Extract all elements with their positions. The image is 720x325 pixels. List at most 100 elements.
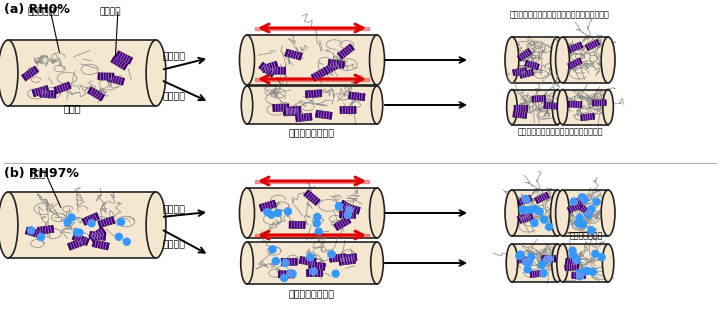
Polygon shape bbox=[273, 104, 289, 111]
Bar bbox=[562, 89, 608, 124]
Polygon shape bbox=[517, 49, 532, 61]
Bar bbox=[247, 86, 377, 124]
Text: タンパク質鎖が揃った領域（微小繊維）: タンパク質鎖が揃った領域（微小繊維） bbox=[517, 127, 603, 136]
Polygon shape bbox=[289, 221, 305, 228]
Polygon shape bbox=[261, 61, 279, 73]
Polygon shape bbox=[338, 256, 356, 265]
Polygon shape bbox=[89, 231, 106, 240]
Polygon shape bbox=[519, 69, 534, 78]
Ellipse shape bbox=[557, 244, 568, 282]
Circle shape bbox=[314, 214, 321, 220]
Polygon shape bbox=[517, 211, 532, 222]
Circle shape bbox=[528, 253, 535, 260]
Polygon shape bbox=[530, 270, 544, 278]
Polygon shape bbox=[564, 264, 579, 271]
Circle shape bbox=[346, 207, 353, 214]
Ellipse shape bbox=[371, 242, 383, 284]
Polygon shape bbox=[22, 66, 39, 81]
Circle shape bbox=[328, 251, 336, 258]
Polygon shape bbox=[284, 106, 301, 114]
Ellipse shape bbox=[552, 244, 563, 282]
Bar bbox=[512, 37, 557, 83]
Bar bbox=[562, 37, 608, 83]
Bar bbox=[247, 242, 377, 284]
Polygon shape bbox=[295, 113, 312, 122]
Polygon shape bbox=[68, 238, 85, 250]
Text: 低速変形: 低速変形 bbox=[163, 53, 186, 61]
Polygon shape bbox=[25, 227, 42, 238]
Polygon shape bbox=[37, 226, 54, 234]
Circle shape bbox=[64, 219, 71, 226]
Polygon shape bbox=[54, 82, 71, 94]
Text: 低速変形: 低速変形 bbox=[163, 205, 186, 214]
Circle shape bbox=[88, 220, 95, 227]
Text: 高速変形: 高速変形 bbox=[163, 93, 186, 101]
Ellipse shape bbox=[507, 89, 517, 124]
Circle shape bbox=[592, 250, 599, 257]
Circle shape bbox=[525, 258, 532, 265]
Ellipse shape bbox=[506, 244, 518, 282]
Ellipse shape bbox=[0, 192, 18, 258]
Circle shape bbox=[68, 214, 75, 221]
Circle shape bbox=[598, 254, 605, 261]
Circle shape bbox=[588, 227, 595, 234]
Circle shape bbox=[115, 233, 122, 240]
Text: (b) RH97%: (b) RH97% bbox=[4, 167, 79, 180]
Text: 高速変形: 高速変形 bbox=[163, 240, 186, 250]
Circle shape bbox=[576, 269, 583, 277]
Text: タンパク質鎖: タンパク質鎖 bbox=[28, 7, 60, 16]
Bar bbox=[562, 244, 608, 282]
Circle shape bbox=[516, 253, 523, 259]
Polygon shape bbox=[92, 240, 109, 250]
Polygon shape bbox=[311, 67, 328, 81]
Ellipse shape bbox=[369, 188, 384, 238]
Polygon shape bbox=[514, 105, 528, 111]
Ellipse shape bbox=[146, 192, 166, 258]
Text: (a) RH0%: (a) RH0% bbox=[4, 3, 70, 16]
Polygon shape bbox=[258, 62, 276, 77]
Circle shape bbox=[581, 196, 588, 203]
Circle shape bbox=[522, 207, 529, 214]
Circle shape bbox=[546, 255, 553, 262]
Polygon shape bbox=[341, 254, 357, 262]
Circle shape bbox=[307, 254, 314, 261]
Polygon shape bbox=[304, 190, 320, 205]
Ellipse shape bbox=[505, 190, 519, 236]
Bar bbox=[8, 40, 156, 106]
Polygon shape bbox=[281, 258, 297, 266]
Circle shape bbox=[543, 257, 550, 264]
Ellipse shape bbox=[240, 188, 254, 238]
Circle shape bbox=[573, 257, 580, 264]
Polygon shape bbox=[40, 90, 56, 98]
Polygon shape bbox=[89, 227, 106, 242]
Polygon shape bbox=[585, 39, 600, 51]
Ellipse shape bbox=[369, 35, 384, 85]
Bar bbox=[562, 190, 608, 236]
Circle shape bbox=[37, 234, 45, 240]
Ellipse shape bbox=[601, 37, 615, 83]
Circle shape bbox=[540, 270, 547, 277]
Polygon shape bbox=[333, 216, 351, 230]
Polygon shape bbox=[285, 49, 302, 60]
Circle shape bbox=[531, 219, 538, 227]
Circle shape bbox=[541, 216, 548, 223]
Circle shape bbox=[281, 274, 288, 281]
Circle shape bbox=[546, 223, 553, 230]
Polygon shape bbox=[111, 56, 128, 70]
Ellipse shape bbox=[240, 242, 253, 284]
Ellipse shape bbox=[551, 190, 564, 236]
Polygon shape bbox=[315, 110, 332, 119]
Bar bbox=[247, 35, 377, 85]
Polygon shape bbox=[579, 204, 593, 217]
Circle shape bbox=[336, 202, 343, 210]
Circle shape bbox=[582, 268, 589, 275]
Polygon shape bbox=[309, 261, 325, 270]
Circle shape bbox=[585, 211, 592, 218]
Ellipse shape bbox=[603, 89, 613, 124]
Polygon shape bbox=[338, 44, 354, 59]
Circle shape bbox=[123, 238, 130, 245]
Polygon shape bbox=[565, 258, 580, 266]
Text: 結晶領域の分裂: 結晶領域の分裂 bbox=[570, 231, 603, 240]
Circle shape bbox=[315, 228, 323, 235]
Circle shape bbox=[569, 247, 576, 254]
